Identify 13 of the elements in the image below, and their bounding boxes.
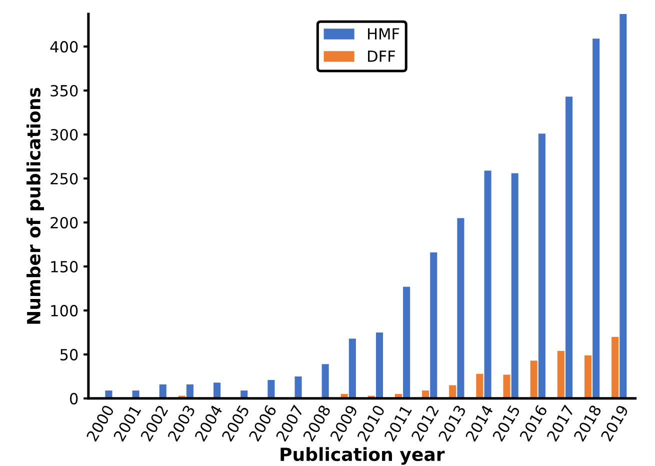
y-tick-label: 150 xyxy=(51,260,78,272)
y-tick-label: 200 xyxy=(50,216,78,228)
y-tick-label: 0 xyxy=(70,392,78,404)
legend-label: DFF xyxy=(368,50,395,62)
y-tick-label: 100 xyxy=(51,304,78,316)
y-tick-label: 250 xyxy=(50,172,78,185)
y-tick-label: 50 xyxy=(60,348,78,360)
y-tick-label: 350 xyxy=(50,84,78,97)
legend-label: HMF xyxy=(368,28,400,40)
y-tick-label: 300 xyxy=(50,128,78,141)
y-axis-title: Number of publications xyxy=(26,88,44,324)
y-tick-label: 400 xyxy=(50,40,78,53)
x-axis-title: Publication year xyxy=(280,447,445,465)
